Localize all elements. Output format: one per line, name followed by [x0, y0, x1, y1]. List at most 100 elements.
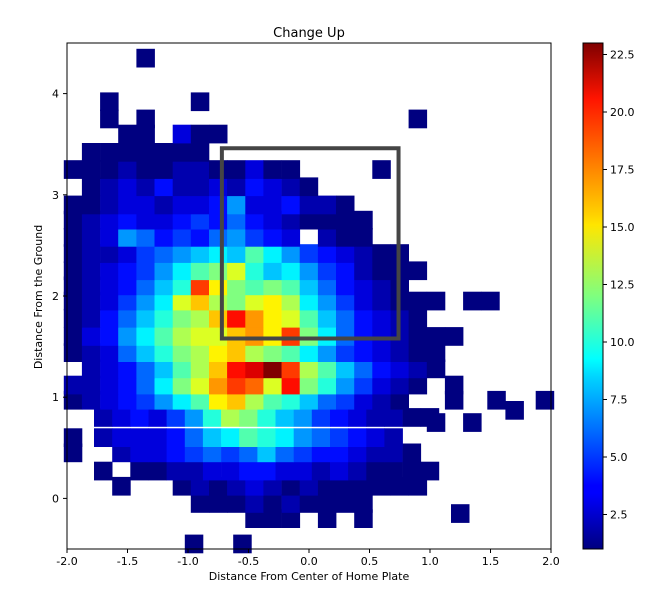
y-tick-label: 4 — [52, 88, 59, 101]
heatmap-cell — [136, 244, 155, 263]
heatmap-cell — [118, 327, 137, 346]
heatmap-cell — [444, 390, 464, 410]
heatmap-cell — [245, 509, 264, 528]
heatmap-cell — [209, 359, 228, 379]
heatmap-cell — [354, 210, 373, 230]
heatmap-cell — [184, 408, 204, 427]
heatmap-cell — [336, 228, 355, 247]
heatmap-cell — [81, 343, 101, 362]
heatmap-cell — [281, 177, 301, 197]
heatmap-cell — [63, 327, 83, 346]
heatmap-cell — [481, 291, 500, 311]
heatmap-cell — [136, 375, 155, 395]
heatmap-cell — [166, 443, 186, 463]
heatmap-cell — [245, 244, 264, 263]
heatmap-cell — [487, 390, 506, 410]
heatmap-cell — [118, 390, 137, 410]
heatmap-cell — [100, 177, 119, 197]
heatmap-cell — [239, 461, 258, 481]
heatmap-cell — [227, 160, 246, 179]
heatmap-cell — [372, 291, 391, 311]
heatmap-cell — [317, 343, 337, 362]
x-tick-label: -2.0 — [56, 555, 77, 568]
heatmap-cell — [100, 343, 119, 362]
heatmap-cell — [172, 195, 192, 215]
heatmap-cell — [390, 359, 409, 379]
heatmap-cell — [372, 359, 391, 379]
heatmap-cell — [245, 261, 264, 281]
heatmap-cell — [245, 390, 264, 410]
x-tick-label: 2.0 — [542, 555, 560, 568]
heatmap-cell — [336, 210, 355, 230]
heatmap-cell — [190, 359, 210, 379]
heatmap-cell — [118, 343, 137, 362]
heatmap-cell — [209, 308, 228, 328]
heatmap-cell — [190, 390, 210, 410]
heatmap-cell — [154, 327, 173, 346]
heatmap-cell — [336, 291, 355, 311]
heatmap-cell — [263, 261, 282, 281]
heatmap-cell — [202, 408, 222, 427]
heatmap-cell — [221, 428, 240, 447]
heatmap-cell — [63, 308, 83, 328]
x-axis-label: Distance From Center of Home Plate — [209, 570, 410, 583]
y-axis-label: Distance From the Ground — [32, 225, 45, 369]
heatmap-cell — [245, 160, 264, 179]
heatmap-cell — [172, 390, 192, 410]
heatmap-cell — [209, 343, 228, 362]
heatmap-cell — [299, 476, 319, 496]
heatmap-cell — [227, 494, 246, 513]
heatmap-cell — [281, 343, 301, 362]
y-tick-label: 2 — [52, 290, 59, 303]
heatmap-cell — [354, 327, 373, 346]
heatmap-cell — [354, 308, 373, 328]
heatmap-cell — [336, 375, 355, 395]
heatmap-cell — [94, 428, 113, 447]
heatmap-cell — [166, 428, 186, 447]
heatmap-cell — [100, 143, 119, 162]
heatmap-cell — [245, 359, 264, 379]
heatmap-cell — [190, 375, 210, 395]
heatmap-cell — [63, 443, 83, 463]
heatmap-cell — [100, 109, 119, 129]
heatmap-cell — [336, 327, 355, 346]
heatmap-cell — [190, 210, 210, 230]
heatmap-cell — [209, 261, 228, 281]
x-tick-label: -1.0 — [177, 555, 198, 568]
heatmap-cell — [227, 276, 246, 296]
y-axis-ticks: 0 1 2 3 4 — [52, 88, 67, 505]
heatmap-cell — [330, 443, 349, 463]
colorbar-tick-label: 10.0 — [610, 336, 635, 349]
heatmap-cell — [257, 461, 276, 481]
heatmap-cell — [118, 195, 137, 215]
heatmap-cell — [81, 327, 101, 346]
heatmap-cell — [275, 408, 294, 427]
heatmap-cell — [81, 195, 101, 215]
colorbar-tick-label: 12.5 — [610, 279, 635, 292]
heatmap-cell — [112, 443, 131, 463]
heatmap-cell — [402, 408, 422, 427]
heatmap-cell — [408, 375, 428, 395]
heatmap-cell — [100, 390, 119, 410]
heatmap-cell — [172, 177, 192, 197]
heatmap-cell — [227, 195, 246, 215]
heatmap-cell — [172, 476, 192, 496]
heatmap-cell — [281, 509, 301, 528]
heatmap-cell — [166, 408, 186, 427]
heatmap-cell — [263, 509, 282, 528]
heatmap-cell — [154, 228, 173, 247]
heatmap-cell — [81, 143, 101, 162]
heatmap-cell — [336, 359, 355, 379]
heatmap-cell — [317, 228, 337, 247]
heatmap-cell — [154, 143, 173, 162]
heatmap-cell — [384, 428, 403, 447]
heatmap-cell — [281, 261, 301, 281]
heatmap-cell — [172, 244, 192, 263]
heatmap-cell — [190, 308, 210, 328]
heatmap-cell — [136, 291, 155, 311]
heatmap-cell — [245, 476, 264, 496]
heatmap-cell — [154, 390, 173, 410]
heatmap-cell — [227, 390, 246, 410]
heatmap-cell — [245, 177, 264, 197]
heatmap-cell — [118, 276, 137, 296]
